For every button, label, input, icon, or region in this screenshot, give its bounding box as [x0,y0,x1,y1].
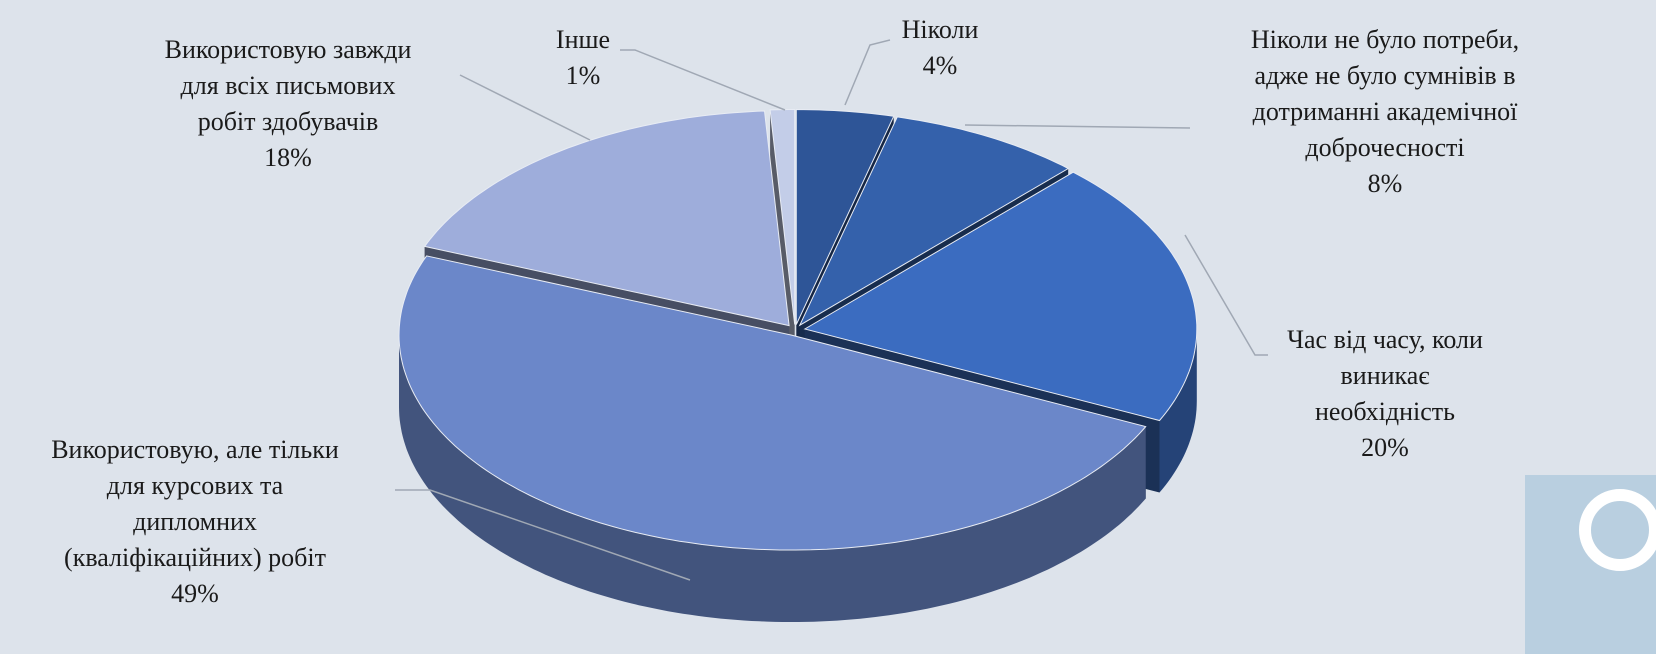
leader-line [395,489,691,581]
value-label: 20% [1361,433,1409,462]
leader-line [844,39,891,106]
leader-line [620,49,786,111]
slice-outer-wall [1159,329,1197,493]
category-name: Інше [555,25,611,54]
value-label: 18% [264,143,312,172]
leader-line [1184,234,1268,356]
logo-ring [1579,489,1656,571]
value-label: 8% [1367,169,1403,198]
slice-outer-wall [399,335,1146,622]
value-label: 49% [171,579,219,608]
category-name: Час від часу, коли виникає необхідність [1287,325,1483,426]
slice [798,116,1070,327]
slice [398,255,1147,551]
slice [795,108,895,325]
category-name: Ніколи [901,15,979,44]
leader-line [964,124,1191,129]
slice-label: Час від часу, коли виникає необхідність 2… [1287,322,1483,466]
slice [423,110,790,327]
category-name: Використовую, але тільки для курсових та… [51,435,339,572]
slice [803,171,1198,422]
slice-label: Інше 1% [556,22,610,94]
value-label: 1% [565,61,601,90]
slice-label: Використовую завжди для всіх письмових р… [165,32,412,176]
value-label: 4% [922,51,958,80]
slice-label: Ніколи 4% [902,12,979,84]
category-name: Ніколи не було потреби, адже не було сум… [1250,25,1520,162]
slice-label: Ніколи не було потреби, адже не було сум… [1251,22,1519,202]
slice-label: Використовую, але тільки для курсових та… [51,432,339,612]
leader-line [459,74,591,141]
category-name: Використовую завжди для всіх письмових р… [164,35,412,136]
